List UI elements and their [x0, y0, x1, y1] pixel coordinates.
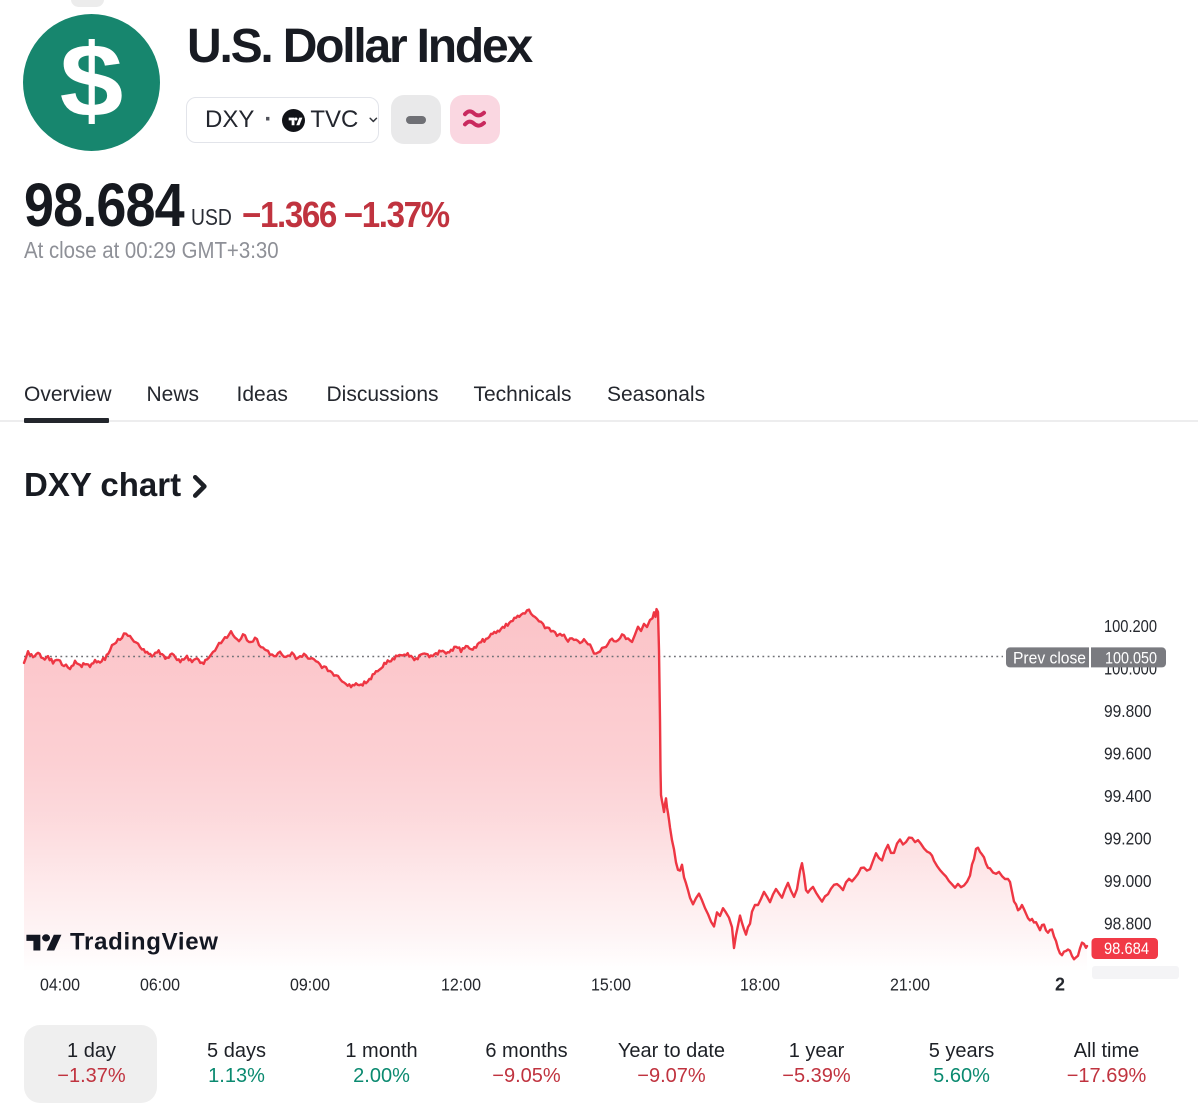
svg-text:98.684: 98.684 [1104, 940, 1149, 958]
svg-text:99.600: 99.600 [1104, 744, 1152, 764]
svg-text:15:00: 15:00 [591, 975, 631, 995]
svg-text:2: 2 [1055, 975, 1065, 995]
svg-text:18:00: 18:00 [740, 975, 780, 995]
svg-text:99.000: 99.000 [1104, 871, 1152, 891]
svg-text:09:00: 09:00 [290, 975, 330, 995]
svg-text:04:00: 04:00 [40, 975, 80, 995]
svg-text:Prev close: Prev close [1013, 650, 1086, 668]
svg-text:21:00: 21:00 [890, 975, 930, 995]
svg-text:99.400: 99.400 [1104, 786, 1152, 806]
svg-text:98.800: 98.800 [1104, 914, 1152, 934]
svg-text:100.050: 100.050 [1105, 650, 1157, 668]
svg-text:06:00: 06:00 [140, 975, 180, 995]
svg-text:12:00: 12:00 [441, 975, 481, 995]
svg-text:100.200: 100.200 [1104, 616, 1157, 636]
svg-text:99.200: 99.200 [1104, 829, 1152, 849]
svg-text:TradingView: TradingView [70, 929, 219, 956]
svg-text:99.800: 99.800 [1104, 701, 1152, 721]
